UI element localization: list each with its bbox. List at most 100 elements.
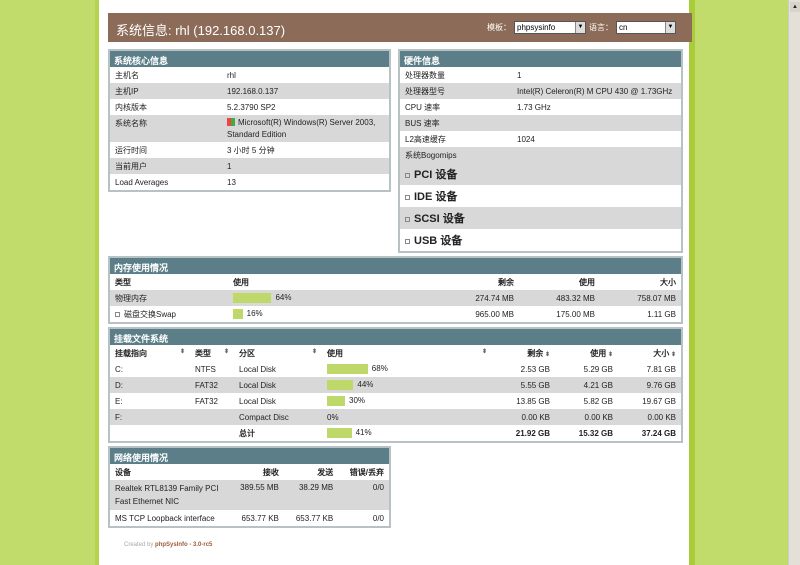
type-text: 磁盘交换Swap bbox=[124, 309, 177, 319]
expand-icon[interactable] bbox=[405, 172, 410, 178]
row-value: rhl bbox=[222, 67, 389, 83]
chevron-down-icon: ▼ bbox=[575, 22, 585, 33]
table-row: 主机名 rhl bbox=[110, 67, 389, 83]
template-select[interactable]: phpsysinfo ▼ bbox=[514, 21, 586, 34]
usage-percent: 0% bbox=[327, 412, 339, 422]
table-header: 设备 接收 发送 错误/丢弃 bbox=[110, 464, 389, 480]
device-row[interactable]: PCI 设备 bbox=[400, 163, 681, 185]
row-label: 系统名称 bbox=[115, 119, 147, 128]
device-row[interactable]: USB 设备 bbox=[400, 229, 681, 251]
table-row: Realtek RTL8139 Family PCI Fast Ethernet… bbox=[110, 480, 389, 510]
core-info-title: 系统核心信息 bbox=[110, 51, 389, 67]
scroll-up-icon[interactable]: ▲ bbox=[790, 2, 800, 12]
row-label: L2高速缓存 bbox=[405, 134, 446, 144]
row-value bbox=[512, 115, 681, 131]
used-cell: 0.00 KB bbox=[584, 412, 613, 422]
memory-type: 物理内存 bbox=[110, 290, 228, 306]
table-row: L2高速缓存 1024 bbox=[400, 131, 681, 147]
usage-cell: 44% bbox=[322, 377, 492, 393]
free-cell: 965.00 MB bbox=[475, 309, 515, 319]
device-toggle[interactable]: SCSI 设备 bbox=[400, 207, 681, 229]
sort-icon[interactable]: ⬍ bbox=[669, 351, 676, 358]
row-label: 处理器数量 bbox=[405, 70, 445, 80]
sort-icon[interactable]: ⬍ bbox=[481, 348, 487, 355]
usage-cell: 30% bbox=[322, 393, 492, 409]
usage-bar bbox=[327, 364, 368, 374]
device-row[interactable]: IDE 设备 bbox=[400, 185, 681, 207]
usage-bar bbox=[233, 293, 272, 303]
total-label: 总计 bbox=[239, 428, 255, 438]
table-row: 当前用户 1 bbox=[110, 158, 389, 174]
row-value: Intel(R) Celeron(R) M CPU 430 @ 1.73GHz bbox=[517, 86, 673, 96]
size-cell: 0.00 KB bbox=[647, 412, 676, 422]
value-cell: 0/0 bbox=[372, 483, 384, 492]
partition-cell: Local Disk bbox=[239, 380, 276, 390]
usage-percent: 16% bbox=[246, 309, 263, 319]
mount-cell: D: bbox=[115, 380, 123, 390]
size-cell: 9.76 GB bbox=[646, 380, 676, 390]
expand-icon[interactable] bbox=[115, 311, 120, 317]
expand-icon[interactable] bbox=[405, 216, 410, 222]
device-toggle[interactable]: IDE 设备 bbox=[400, 185, 681, 207]
column-header-4[interactable]: 剩余 ⬍ bbox=[492, 345, 555, 361]
column-header-2[interactable]: 分区 ⬍ bbox=[234, 345, 322, 361]
device-row[interactable]: SCSI 设备 bbox=[400, 207, 681, 229]
column-header-6[interactable]: 大小 ⬍ bbox=[618, 345, 681, 361]
row-label: 运行时间 bbox=[115, 145, 147, 155]
table-row: 运行时间 3 小时 5 分钟 bbox=[110, 142, 389, 158]
sort-icon[interactable]: ⬍ bbox=[179, 348, 185, 355]
value-text: 192.168.0.137 bbox=[227, 86, 279, 96]
sort-icon[interactable]: ⬍ bbox=[223, 348, 229, 355]
column-header: 类型 bbox=[115, 277, 131, 287]
row-value: 192.168.0.137 bbox=[222, 83, 389, 99]
table-header: 类型 使用 剩余 使用 大小 bbox=[110, 274, 681, 290]
size-cell: 37.24 GB bbox=[641, 428, 676, 438]
row-label: CPU 速率 bbox=[405, 102, 441, 112]
table-row: F: Compact Disc 0% 0.00 KB 0.00 KB 0.00 KB bbox=[110, 409, 681, 425]
value-text: 3 小时 5 分钟 bbox=[227, 145, 275, 155]
row-label: 内核版本 bbox=[115, 102, 147, 112]
expand-icon[interactable] bbox=[405, 238, 410, 244]
column-header-0[interactable]: 挂载指向 ⬍ bbox=[110, 345, 190, 361]
scrollbar[interactable]: ▲ bbox=[788, 0, 800, 565]
row-value: 1024 bbox=[517, 134, 535, 144]
partition-cell: Local Disk bbox=[239, 364, 276, 374]
free-cell: 0.00 KB bbox=[521, 412, 550, 422]
table-row: 处理器数量 1 bbox=[400, 67, 681, 83]
sort-icon[interactable]: ⬍ bbox=[543, 351, 550, 358]
usage-percent: 30% bbox=[349, 396, 366, 406]
usage-bar bbox=[327, 396, 345, 406]
usage-cell: 16% bbox=[228, 306, 438, 322]
sort-icon[interactable]: ⬍ bbox=[311, 348, 317, 355]
table-row: 总计 41% 21.92 GB 15.32 GB 37.24 GB bbox=[110, 425, 681, 441]
phpsysinfo-link[interactable]: phpSysInfo - 3.0-rc5 bbox=[155, 542, 213, 548]
sort-icon[interactable]: ⬍ bbox=[606, 351, 613, 358]
column-header-5[interactable]: 使用 ⬍ bbox=[555, 345, 618, 361]
free-cell: 2.53 GB bbox=[520, 364, 550, 374]
column-header: 错误/丢弃 bbox=[349, 467, 384, 477]
row-label: 主机IP bbox=[115, 86, 139, 96]
table-row: 主机IP 192.168.0.137 bbox=[110, 83, 389, 99]
row-value: Microsoft(R) Windows(R) Server 2003, Sta… bbox=[222, 115, 389, 142]
device-label: SCSI 设备 bbox=[414, 213, 465, 225]
header-label: 分区 bbox=[239, 348, 255, 358]
type-cell: FAT32 bbox=[195, 380, 218, 390]
used-cell: 5.29 GB bbox=[583, 364, 613, 374]
column-header: 设备 bbox=[115, 467, 131, 477]
memory-title: 内存使用情况 bbox=[110, 258, 681, 274]
footer: Created by phpSysInfo - 3.0-rc5 bbox=[124, 542, 212, 548]
usage-cell: 68% bbox=[322, 361, 492, 377]
column-header-1[interactable]: 类型 ⬍ bbox=[190, 345, 234, 361]
hardware-info-title: 硬件信息 bbox=[400, 51, 681, 67]
column-header-3[interactable]: 使用 ⬍ bbox=[322, 345, 492, 361]
device-toggle[interactable]: USB 设备 bbox=[400, 229, 681, 251]
device-toggle[interactable]: PCI 设备 bbox=[400, 163, 681, 185]
usage-percent: 68% bbox=[371, 364, 388, 374]
size-cell: 19.67 GB bbox=[642, 396, 676, 406]
type-text: 物理内存 bbox=[115, 293, 147, 303]
language-select[interactable]: cn ▼ bbox=[616, 21, 676, 34]
value-text: 13 bbox=[227, 177, 236, 187]
column-header: 使用 bbox=[579, 277, 595, 287]
size-cell: 758.07 MB bbox=[637, 293, 676, 303]
expand-icon[interactable] bbox=[405, 194, 410, 200]
